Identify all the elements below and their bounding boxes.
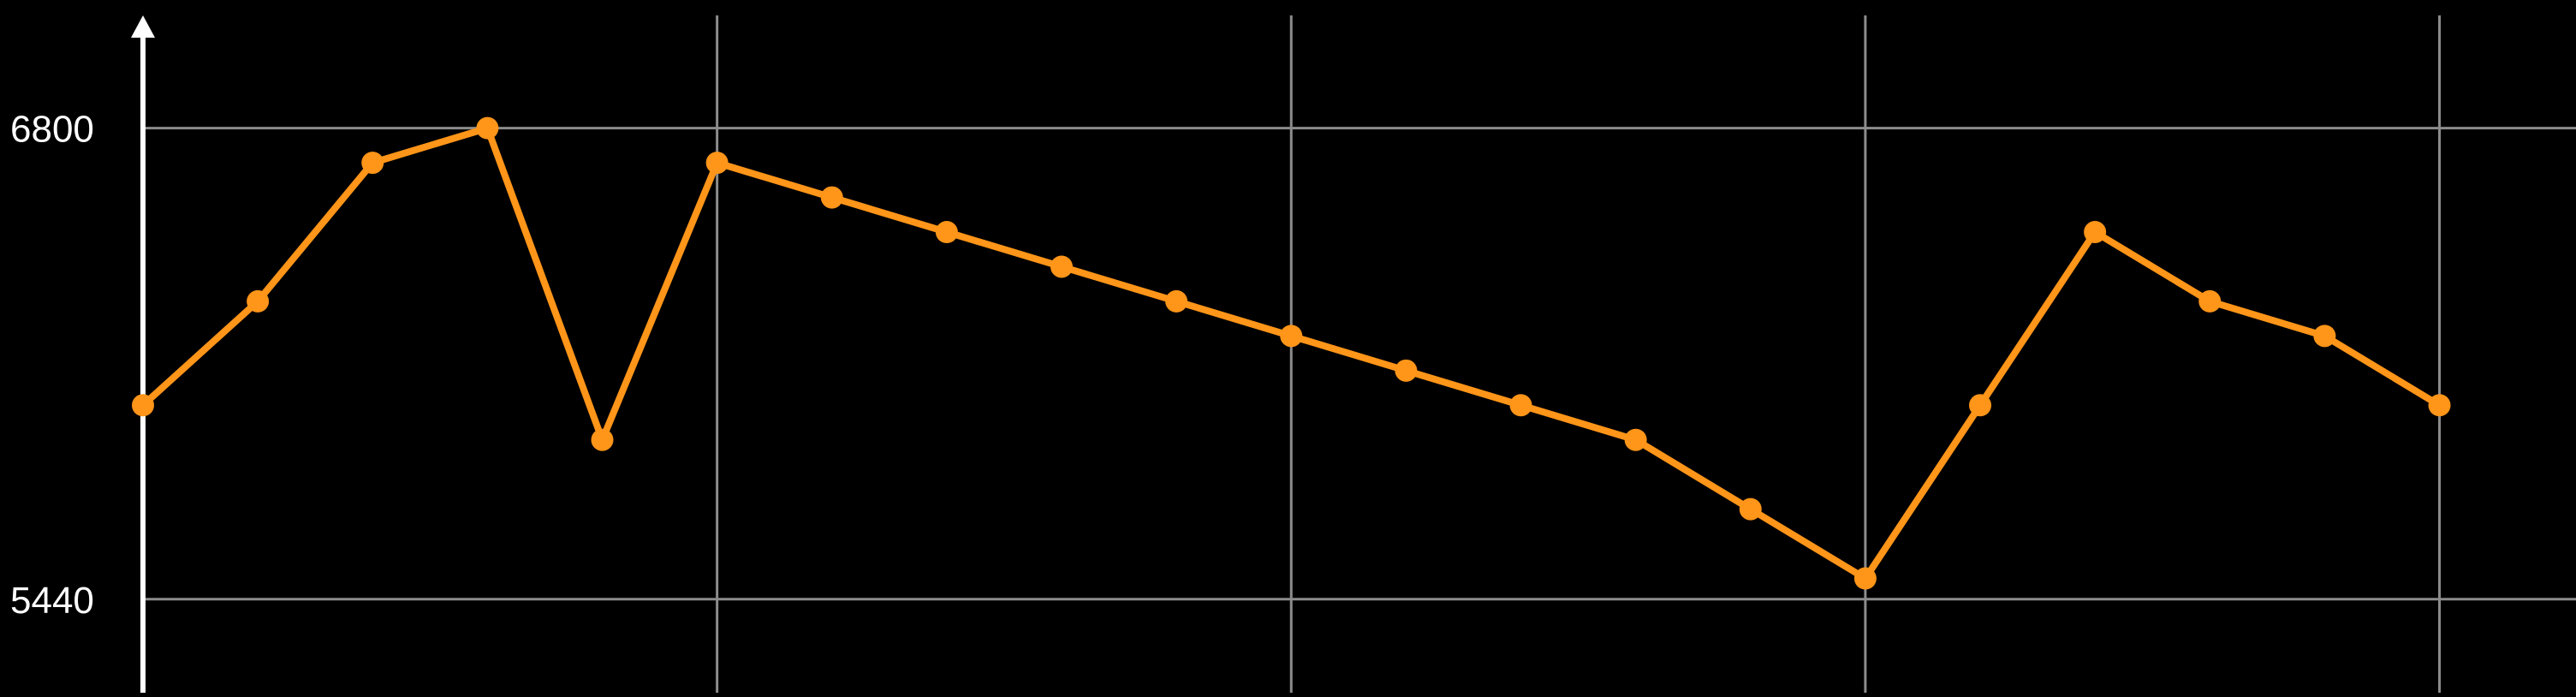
- data-point: [2084, 221, 2107, 244]
- data-point: [2198, 289, 2222, 313]
- data-point: [820, 186, 843, 209]
- y-axis-arrow: [131, 15, 155, 38]
- data-point: [2428, 394, 2451, 417]
- y-tick-label: 5440: [10, 580, 94, 622]
- data-point: [1395, 359, 1418, 382]
- data-point: [1050, 255, 1074, 278]
- data-point: [247, 289, 270, 313]
- data-point: [1853, 567, 1877, 590]
- tick-label-layer: 6800 5440: [10, 109, 94, 622]
- data-point: [132, 394, 154, 417]
- data-point: [705, 152, 729, 175]
- data-point: [1280, 325, 1303, 348]
- axis-layer: [131, 15, 155, 693]
- series-layer: [132, 116, 2451, 590]
- data-point: [2313, 325, 2336, 348]
- data-point: [1509, 394, 1532, 417]
- grid-layer: [143, 15, 2576, 693]
- data-point: [476, 116, 499, 140]
- data-point: [591, 428, 614, 451]
- data-point: [1739, 497, 1762, 521]
- data-point: [1624, 428, 1647, 451]
- data-point: [1165, 289, 1188, 313]
- data-point: [1969, 394, 1992, 417]
- data-point: [935, 221, 958, 244]
- y-tick-label: 6800: [10, 109, 94, 151]
- data-point: [361, 152, 384, 175]
